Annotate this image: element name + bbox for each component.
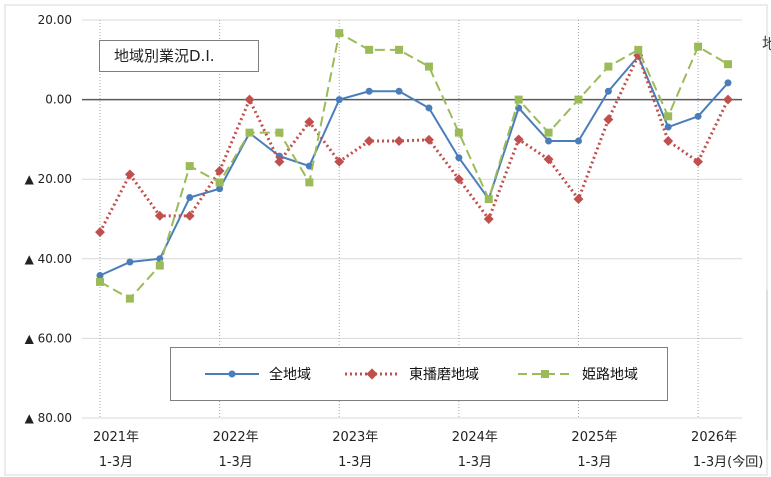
data-point-2 (724, 60, 732, 69)
data-point-1 (154, 210, 165, 221)
data-point-1 (723, 94, 733, 105)
data-point-2 (185, 162, 194, 171)
data-point-2 (125, 294, 134, 303)
data-point-1 (334, 156, 345, 167)
data-point-2 (335, 29, 344, 38)
legend-item-all-regions: 全地域 (203, 348, 311, 400)
data-point-2 (694, 42, 703, 51)
x-tick-period: 1-3月 (458, 455, 492, 470)
data-point-1 (274, 156, 285, 167)
data-point-2 (305, 178, 314, 187)
chart-title: 地域別業況D.I. (99, 40, 259, 72)
series-line-1 (98, 53, 730, 233)
legend-item-himeji: 姫路地域 (516, 348, 638, 400)
legend-item-higashi-harima: 東播磨地域 (343, 348, 479, 400)
legend-label-himeji: 姫路地域 (582, 367, 638, 383)
data-point-1 (95, 227, 105, 238)
x-tick-year: 2025年 (571, 430, 617, 445)
data-point-1 (573, 194, 584, 205)
x-tick-year: 2021年 (93, 430, 139, 445)
data-point-0 (694, 112, 702, 120)
x-tick-period: 1-3月 (99, 455, 133, 470)
x-tick-year: 2024年 (452, 430, 498, 445)
y-tick-label: 20.00 (38, 13, 72, 27)
x-tick-period: 1-3月 (338, 455, 372, 470)
data-point-2 (664, 112, 673, 121)
data-point-0 (216, 185, 224, 193)
data-point-2 (155, 261, 164, 270)
data-point-2 (544, 128, 553, 137)
data-point-0 (156, 255, 164, 263)
data-point-0 (395, 87, 403, 95)
data-point-0 (545, 137, 553, 145)
data-point-0 (425, 104, 433, 112)
series-line-2 (99, 32, 729, 300)
data-point-1 (453, 174, 464, 185)
data-point-0 (96, 272, 104, 280)
data-point-0 (365, 87, 373, 95)
x-tick-period: 1-3月 (577, 455, 611, 470)
data-point-1 (483, 214, 494, 224)
data-point-1 (124, 169, 135, 180)
data-point-1 (424, 134, 434, 145)
data-point-2 (245, 128, 254, 137)
series-line-0 (99, 55, 729, 277)
legend-label-higashi-harima: 東播磨地域 (409, 367, 479, 383)
data-point-0 (574, 137, 582, 145)
y-tick-label: ▲ 60.00 (25, 331, 72, 345)
x-tick-year: 2023年 (332, 430, 378, 445)
data-point-1 (244, 94, 255, 105)
x-tick-period: 1-3月 (219, 455, 253, 470)
y-tick-label: ▲ 40.00 (25, 252, 72, 266)
data-point-0 (724, 79, 732, 87)
data-point-2 (215, 178, 224, 187)
data-point-0 (186, 194, 194, 202)
data-point-2 (365, 45, 374, 54)
data-point-0 (126, 258, 134, 266)
data-point-2 (514, 95, 523, 104)
legend-swatch-higashi-harima (345, 368, 399, 380)
data-point-0 (664, 123, 672, 131)
data-point-2 (484, 195, 493, 204)
data-point-2 (275, 128, 284, 137)
data-point-2 (454, 128, 463, 137)
data-point-2 (574, 95, 583, 104)
data-point-1 (364, 136, 375, 146)
data-point-1 (513, 134, 524, 145)
legend-label-all-regions: 全地域 (269, 367, 311, 383)
chart-border (4, 4, 768, 476)
data-point-1 (663, 136, 674, 146)
legend: 全地域 東播磨地域 姫路地域 (170, 347, 668, 401)
data-point-0 (604, 87, 612, 95)
x-tick-period: 1-3月(今回) (693, 454, 763, 470)
data-point-2 (395, 45, 404, 54)
x-tick-year: 2026年 (691, 430, 737, 445)
data-point-2 (96, 277, 104, 286)
x-tick-year: 2022年 (213, 430, 259, 445)
legend-swatch-himeji (518, 370, 572, 378)
data-point-1 (543, 154, 554, 165)
data-point-1 (214, 165, 225, 176)
adjacent-panel-fragment: 地 (762, 34, 771, 53)
data-point-2 (424, 62, 433, 71)
data-point-1 (603, 114, 614, 125)
y-tick-label: ▲ 80.00 (25, 411, 72, 425)
legend-swatch-all-regions (205, 370, 259, 378)
y-tick-label: 0.00 (45, 93, 72, 107)
data-point-0 (455, 154, 463, 162)
data-point-2 (634, 45, 643, 54)
y-tick-label: ▲ 20.00 (25, 172, 72, 186)
data-point-1 (184, 210, 195, 221)
data-point-0 (335, 96, 343, 104)
data-point-1 (394, 136, 404, 146)
data-point-1 (693, 156, 704, 167)
data-point-2 (604, 62, 613, 71)
data-point-0 (305, 162, 313, 170)
